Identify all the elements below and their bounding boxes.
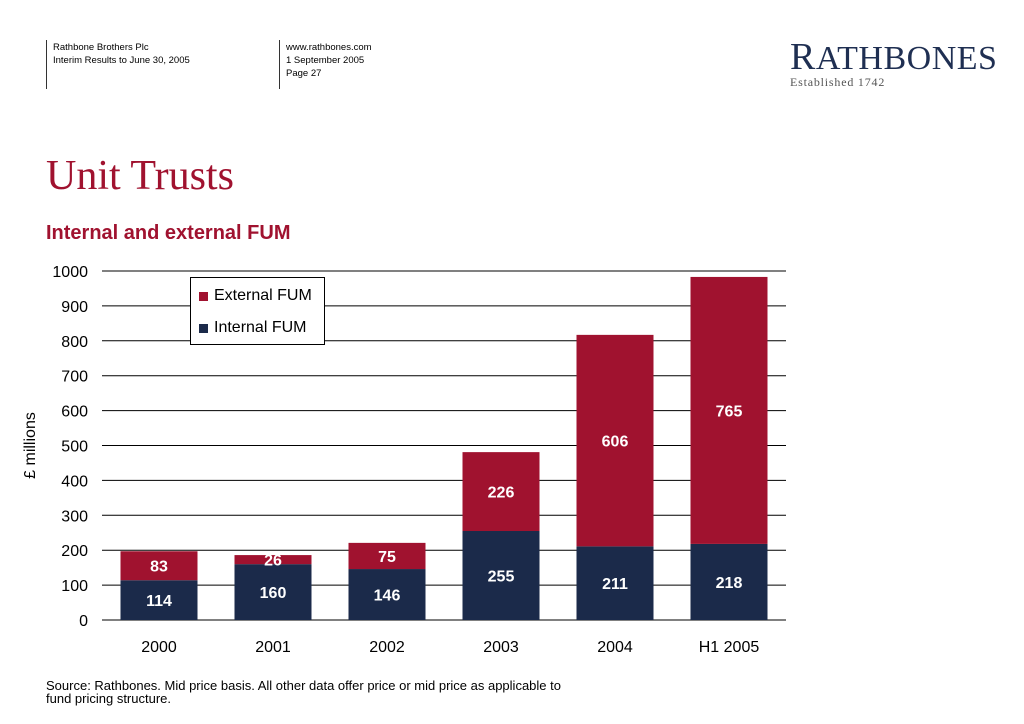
data-label-internal: 218: [716, 575, 743, 592]
bar-internal-2004: [576, 546, 654, 620]
rathbones-logo: RATHBONES Established 1742: [790, 38, 997, 90]
bar-external-2001: [234, 555, 312, 565]
y-tick-label: 0: [79, 613, 88, 630]
header-right: www.rathbones.com 1 September 2005 Page …: [286, 41, 372, 80]
y-tick-label: 400: [61, 473, 88, 490]
legend-item-external: External FUM: [199, 287, 312, 305]
header-divider-left: [46, 40, 47, 89]
bar-internal-2003: [462, 531, 540, 620]
y-tick-label: 200: [61, 543, 88, 560]
x-tick-label: 2002: [369, 639, 405, 656]
slide-title: Unit Trusts: [46, 153, 234, 199]
bar-external-2000: [120, 551, 198, 581]
data-label-internal: 146: [374, 588, 401, 605]
source-note: Source: Rathbones. Mid price basis. All …: [46, 678, 561, 706]
bar-external-2002: [348, 542, 426, 570]
logo-wordmark: RATHBONES: [790, 36, 998, 78]
y-tick-label: 1000: [52, 264, 88, 281]
legend-label-external: External FUM: [214, 287, 312, 304]
x-tick-label: 2003: [483, 639, 519, 656]
bar-external-H1-2005: [690, 276, 768, 544]
header-page: Page 27: [286, 68, 322, 79]
legend-swatch-external: [199, 291, 208, 301]
bar-external-2004: [576, 334, 654, 547]
header-date: 1 September 2005: [286, 55, 365, 66]
x-tick-label: 2004: [597, 639, 633, 656]
y-tick-label: 500: [61, 439, 88, 456]
bar-internal-2001: [234, 564, 312, 620]
y-tick-label: 700: [61, 369, 88, 386]
x-tick-label: 2001: [255, 639, 291, 656]
bar-internal-2002: [348, 569, 426, 620]
y-axis-label: £ millions: [22, 412, 39, 479]
header-divider-right: [279, 40, 280, 89]
logo-established: Established 1742: [790, 75, 886, 89]
legend-label-internal: Internal FUM: [214, 319, 307, 336]
y-tick-label: 600: [61, 404, 88, 421]
data-label-internal: 160: [260, 585, 287, 602]
bar-internal-2000: [120, 580, 198, 620]
legend-item-internal: Internal FUM: [199, 319, 306, 337]
x-tick-label: H1 2005: [699, 639, 760, 656]
data-label-internal: 114: [146, 593, 172, 610]
y-tick-label: 800: [61, 334, 88, 351]
header-left: Rathbone Brothers Plc Interim Results to…: [53, 41, 190, 67]
header-company: Rathbone Brothers Plc: [53, 42, 149, 53]
header-website[interactable]: www.rathbones.com: [286, 42, 372, 53]
data-label-external: 765: [716, 403, 743, 420]
data-label-external: 75: [378, 549, 396, 566]
bar-external-2003: [462, 452, 540, 532]
y-tick-label: 100: [61, 578, 88, 595]
legend-swatch-internal: [199, 323, 208, 333]
x-tick-label: 2000: [141, 639, 177, 656]
data-label-external: 226: [488, 485, 515, 502]
data-label-internal: 211: [602, 576, 628, 593]
data-label-external: 83: [150, 559, 168, 576]
data-label-external: 606: [602, 434, 629, 451]
data-label-internal: 255: [488, 569, 515, 586]
data-label-external: 26: [264, 553, 282, 570]
chart-title: Internal and external FUM: [46, 222, 291, 244]
chart-legend: External FUM Internal FUM: [190, 277, 325, 345]
header-report: Interim Results to June 30, 2005: [53, 55, 190, 66]
bar-internal-H1-2005: [690, 543, 768, 620]
y-tick-label: 900: [61, 299, 88, 316]
y-tick-label: 300: [61, 508, 88, 525]
